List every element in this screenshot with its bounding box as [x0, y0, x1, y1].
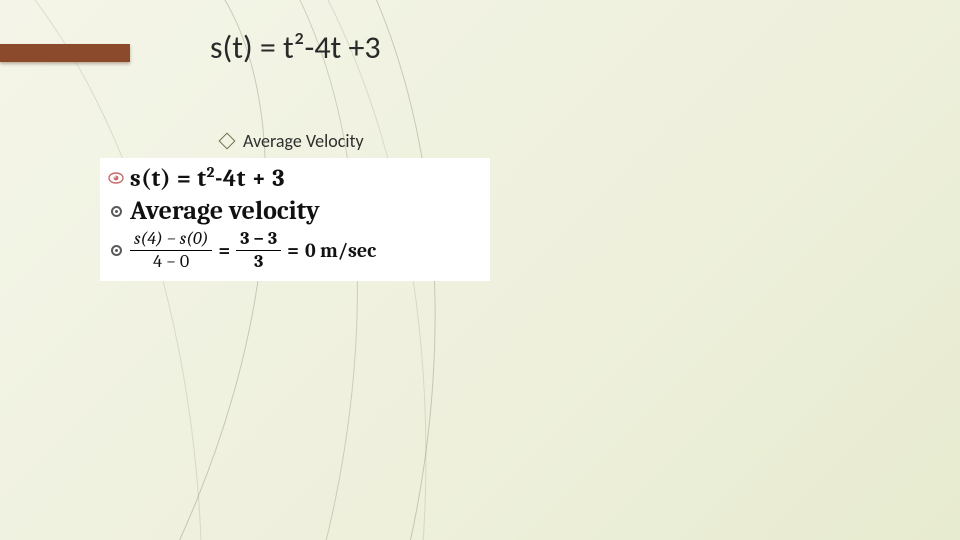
accent-bar: [0, 44, 130, 62]
dot-bullet-icon: [106, 245, 126, 256]
fraction-1-num: s(4) − s(0): [130, 230, 212, 248]
equation-text: s(t) = t2-4t + 3: [130, 164, 285, 192]
fraction-1: s(4) − s(0) 4 − 0: [130, 230, 212, 271]
diamond-bullet-icon: [219, 133, 236, 150]
label-row: Average velocity: [100, 194, 490, 228]
fraction-2-den: 3: [250, 253, 267, 271]
embedded-content-box: s(t) = t2-4t + 3 Average velocity s(4) −…: [100, 158, 490, 281]
result-value: 0 m/sec: [305, 239, 376, 262]
eq-suffix: -4t + 3: [215, 164, 285, 192]
dot-bullet-icon: [106, 206, 126, 217]
fraction-expression: s(4) − s(0) 4 − 0 = 3 − 3 3 = 0 m/sec: [130, 230, 376, 271]
eq-prefix: s(t) = t: [130, 164, 207, 192]
fraction-2: 3 − 3 3: [236, 230, 281, 271]
fraction-1-den: 4 − 0: [149, 253, 193, 271]
equation-row: s(t) = t2-4t + 3: [100, 162, 490, 194]
slide-canvas: s(t) = t²-4t +3 Average Velocity s(t) = …: [0, 0, 960, 540]
eye-bullet-icon: [106, 172, 126, 184]
fraction-2-num: 3 − 3: [236, 230, 281, 248]
average-velocity-label: Average velocity: [130, 196, 320, 226]
eq-exponent: 2: [207, 163, 215, 181]
slide-title: s(t) = t²-4t +3: [210, 28, 381, 67]
equals-1: =: [218, 239, 230, 262]
fraction-row: s(4) − s(0) 4 − 0 = 3 − 3 3 = 0 m/sec: [100, 228, 490, 273]
bullet-text: Average Velocity: [243, 130, 364, 152]
equals-2: =: [287, 239, 299, 262]
bullet-average-velocity: Average Velocity: [221, 130, 364, 152]
